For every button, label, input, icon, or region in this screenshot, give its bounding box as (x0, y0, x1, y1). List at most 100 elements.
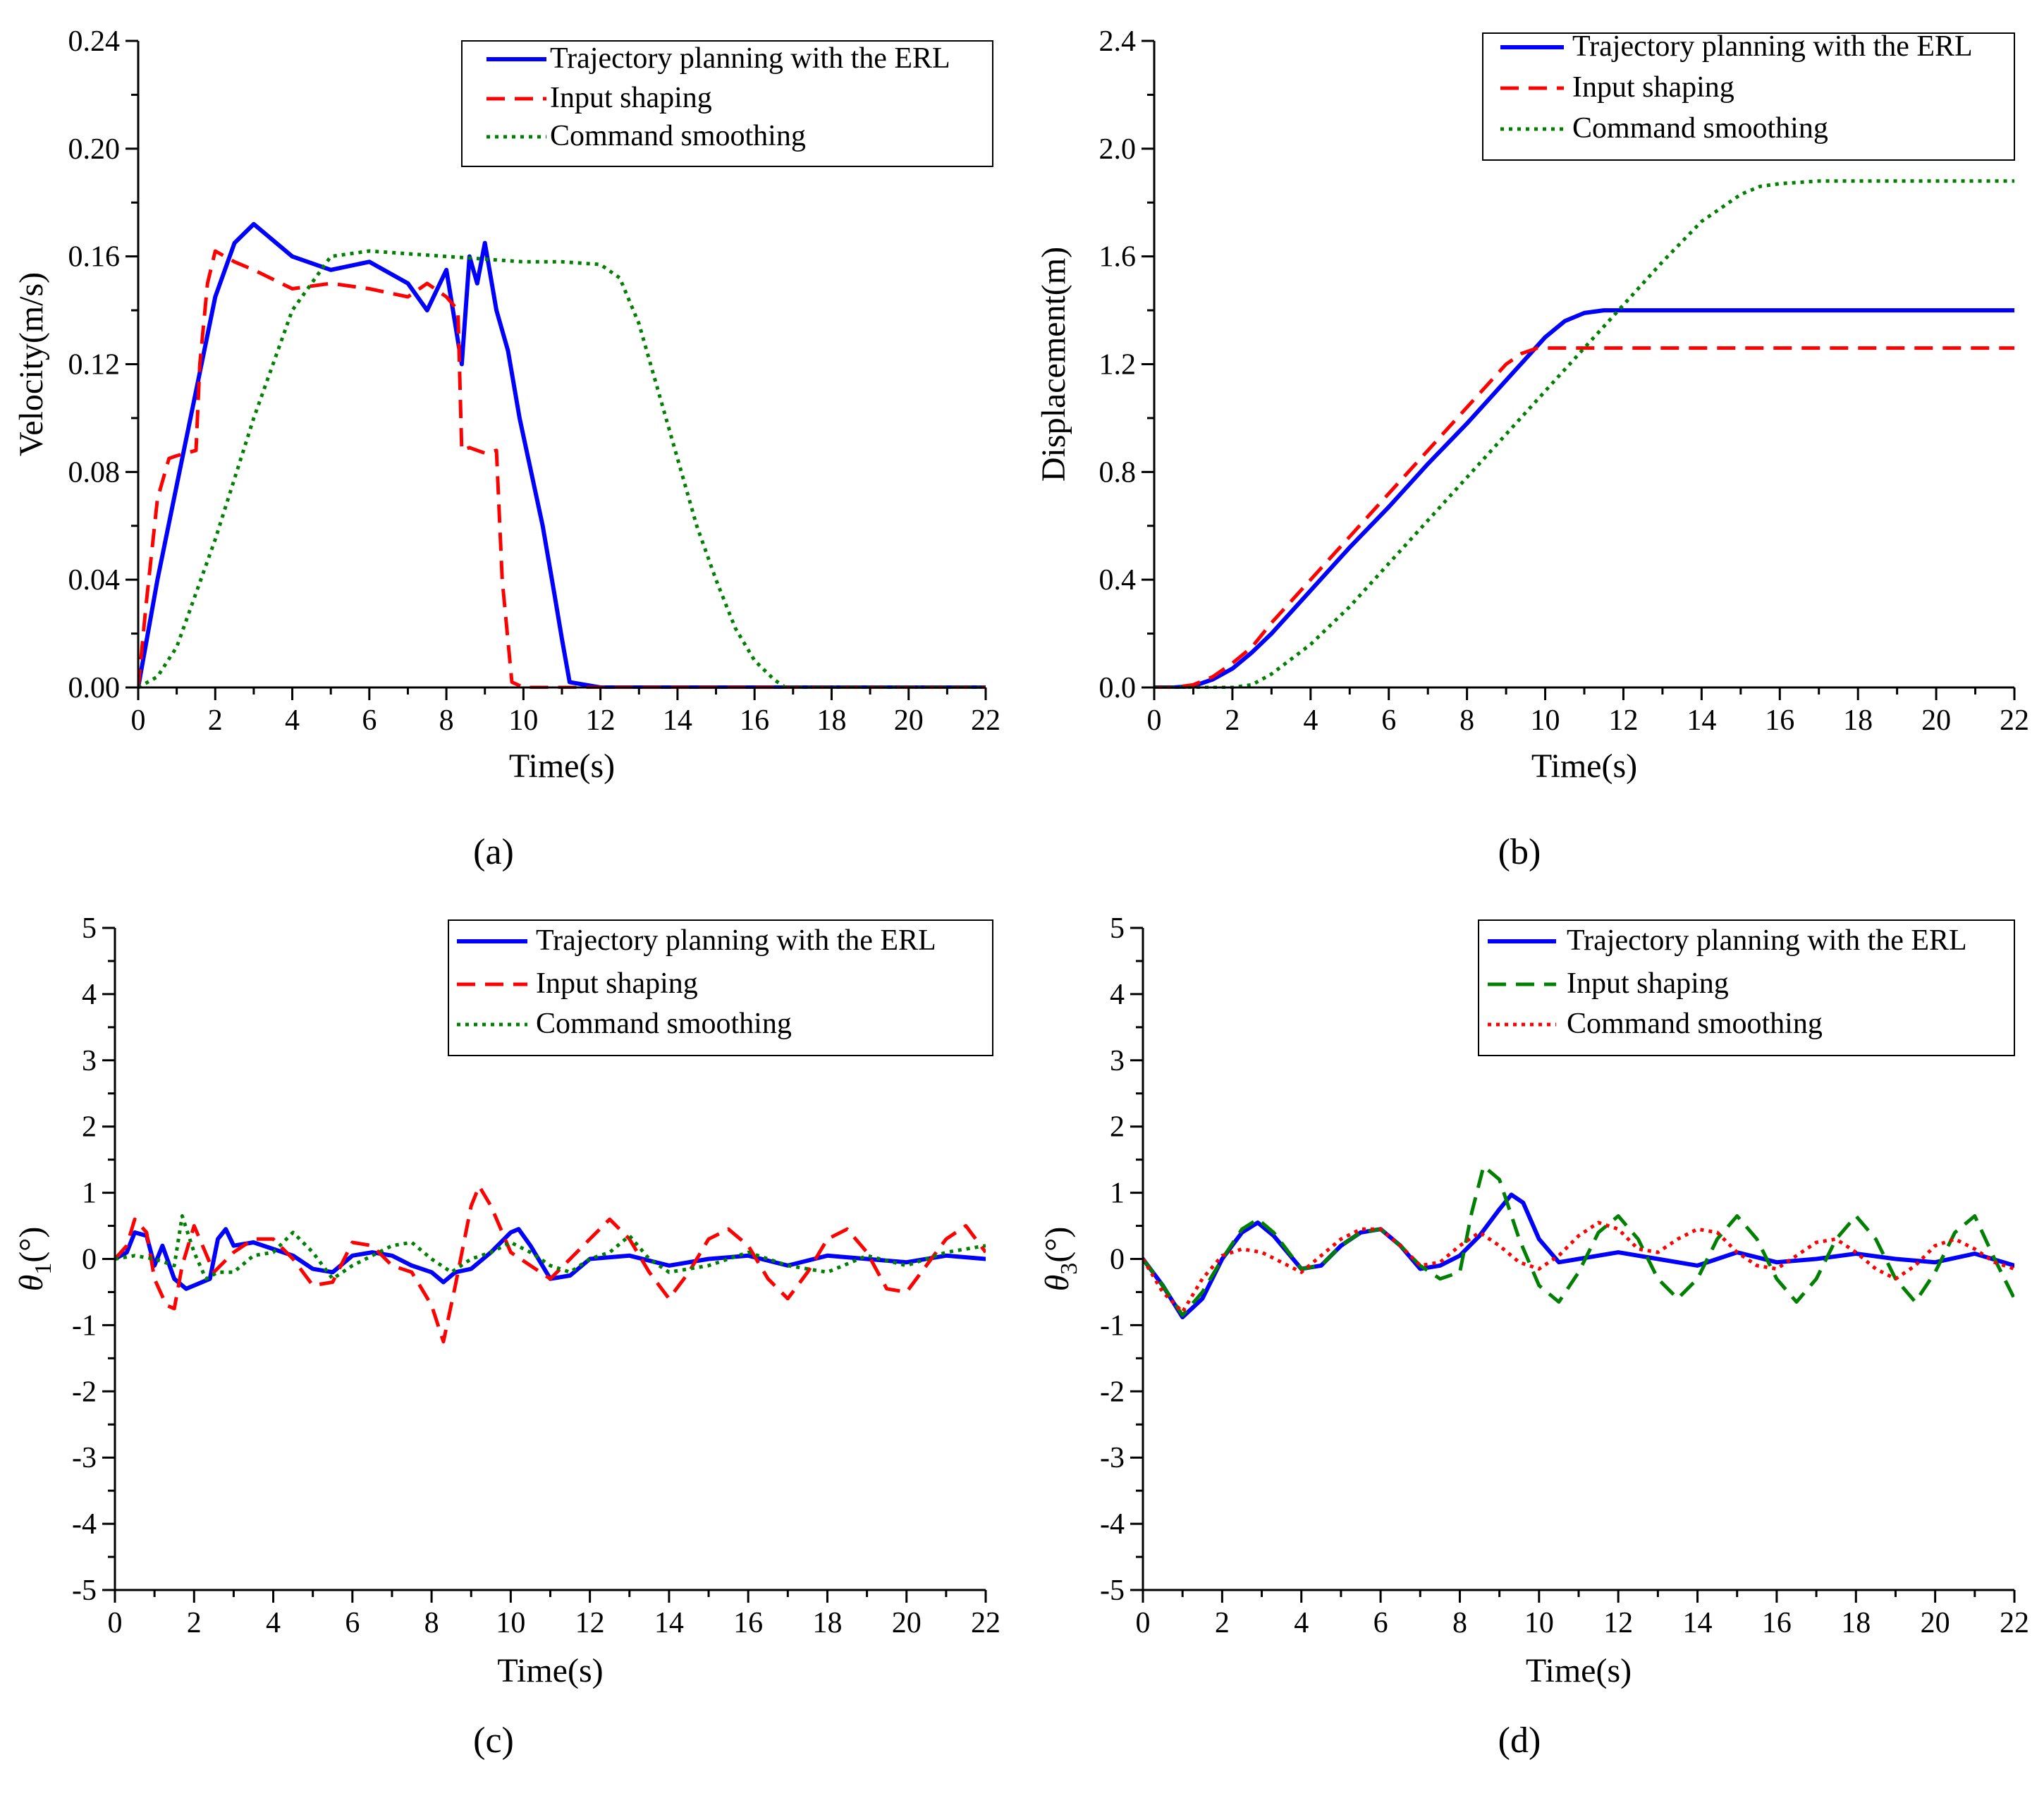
y-axis-unit-d: (°) (1039, 1227, 1076, 1263)
legend-label-b-2: Input shaping (1572, 71, 1734, 104)
x-tick-label-c: 6 (345, 1607, 360, 1639)
y-tick-label-d: -5 (1100, 1574, 1125, 1607)
series-line-a-3 (138, 249, 986, 689)
x-tick-label-b: 6 (1381, 704, 1396, 737)
y-axis-title-c: θ1(°) (13, 1227, 56, 1292)
legend-b: Trajectory planning with the ERL Input sh… (1482, 30, 2015, 161)
y-tick-label-d: 5 (1110, 912, 1125, 945)
x-tick-label-a: 4 (285, 704, 300, 737)
panel-label-a: (a) (473, 832, 514, 872)
x-tick-label-d: 10 (1524, 1607, 1554, 1639)
x-tick-label-c: 2 (187, 1607, 202, 1639)
x-tick-label-c: 12 (575, 1607, 605, 1639)
legend-c: Trajectory planning with the ERL Input sh… (448, 919, 993, 1056)
legend-label-d-2: Input shaping (1567, 967, 1729, 1000)
x-tick-label-d: 6 (1373, 1607, 1388, 1639)
y-tick-label-c: -5 (72, 1574, 97, 1607)
y-tick-label-c: -4 (72, 1508, 97, 1541)
y-tick-label-d: 4 (1110, 979, 1125, 1011)
y-tick-label-c: 4 (82, 979, 97, 1011)
x-tick-label-a: 0 (131, 704, 146, 737)
x-tick-label-d: 22 (2000, 1607, 2029, 1639)
x-tick-label-a: 22 (971, 704, 1000, 737)
x-tick-label-c: 0 (108, 1607, 123, 1639)
x-tick-label-a: 18 (816, 704, 846, 737)
x-tick-label-d: 16 (1762, 1607, 1792, 1639)
y-tick-label-c: -3 (72, 1442, 97, 1474)
y-tick-label-b: 0.8 (1099, 456, 1137, 489)
x-tick-label-b: 22 (2000, 704, 2029, 737)
panel-label-c: (c) (473, 1720, 514, 1761)
y-tick-label-d: -3 (1100, 1442, 1125, 1474)
x-tick-label-a: 12 (586, 704, 616, 737)
y-tick-label-b: 2.4 (1099, 25, 1137, 58)
chart-panel-c: 0 2 4 6 8 10 12 14 16 18 20 22-5-4-3-2-1012345Time(… (13, 912, 1000, 1761)
y-tick-label-b: 2.0 (1099, 133, 1137, 166)
x-axis-title-d: Time(s) (1526, 1652, 1632, 1689)
y-tick-label-b: 1.2 (1099, 349, 1137, 381)
y-tick-label-b: 0.4 (1099, 564, 1137, 597)
x-tick-label-c: 16 (733, 1607, 763, 1639)
x-tick-label-b: 16 (1765, 704, 1794, 737)
legend-label-c-1: Trajectory planning with the ERL (536, 924, 936, 957)
x-tick-label-d: 2 (1215, 1607, 1230, 1639)
y-tick-label-c: -1 (72, 1309, 97, 1342)
x-tick-label-a: 2 (208, 704, 223, 737)
y-tick-label-b: 0.0 (1099, 672, 1137, 704)
y-tick-label-d: 2 (1110, 1111, 1125, 1144)
legend-label-c-3: Command smoothing (536, 1008, 792, 1040)
legend-box-a (461, 40, 993, 167)
series-line-b-2 (1154, 346, 2014, 689)
x-tick-label-c: 20 (892, 1607, 922, 1639)
y-tick-label-a: 0.12 (68, 349, 121, 381)
x-axis-title-b: Time(s) (1531, 747, 1637, 785)
y-tick-label-a: 0.24 (68, 25, 121, 58)
y-tick-label-a: 0.16 (68, 241, 121, 274)
x-tick-label-b: 4 (1303, 704, 1318, 737)
y-tick-label-a: 0.08 (68, 456, 121, 489)
series-line-a-1 (138, 221, 986, 689)
series-line-d-3 (1143, 1221, 2014, 1314)
y-axis-subscript-c: 1 (30, 1263, 56, 1275)
x-tick-label-a: 16 (740, 704, 769, 737)
x-tick-label-b: 8 (1459, 704, 1474, 737)
y-tick-label-c: 3 (82, 1045, 97, 1077)
x-tick-label-c: 18 (812, 1607, 842, 1639)
chart-panel-a: 0 2 4 6 8 10 12 14 16 18 20 22 0.00 0.04 0.08 0.12 0.16 0… (13, 25, 1000, 872)
y-axis-title-b: Displacement(m) (1035, 247, 1072, 482)
x-tick-label-a: 10 (508, 704, 538, 737)
y-tick-label-d: 0 (1110, 1244, 1125, 1276)
x-tick-label-a: 8 (439, 704, 454, 737)
series-line-b-1 (1154, 308, 2014, 689)
x-axis-title-a: Time(s) (509, 747, 615, 785)
x-tick-label-d: 12 (1603, 1607, 1633, 1639)
legend-label-b-1: Trajectory planning with the ERL (1572, 30, 1973, 63)
panel-label-b: (b) (1498, 832, 1541, 872)
x-tick-label-b: 14 (1687, 704, 1716, 737)
y-tick-label-c: -2 (72, 1376, 97, 1408)
x-tick-label-c: 4 (266, 1607, 281, 1639)
x-tick-label-c: 8 (424, 1607, 439, 1639)
series-line-b-3 (1154, 179, 2014, 689)
x-tick-label-b: 10 (1531, 704, 1560, 737)
y-tick-label-d: 1 (1110, 1178, 1125, 1210)
chart-panel-b: 0 2 4 6 8 10 12 14 16 18 20 22 0.0 0.4 0.8 1.2 1.6 2.0 2.4… (1035, 25, 2029, 872)
y-axis-subscript-d: 3 (1056, 1263, 1082, 1275)
y-tick-label-c: 1 (82, 1178, 97, 1210)
legend-label-b-3: Command smoothing (1572, 112, 1828, 145)
y-tick-label-a: 0.00 (68, 672, 121, 704)
x-tick-label-a: 14 (663, 704, 692, 737)
y-tick-label-d: -1 (1100, 1309, 1125, 1342)
x-axis-title-c: Time(s) (497, 1652, 603, 1689)
x-tick-label-c: 22 (971, 1607, 1000, 1639)
series-line-a-2 (138, 249, 986, 689)
y-axis-unit-c: (°) (13, 1227, 50, 1263)
x-tick-label-d: 8 (1452, 1607, 1467, 1639)
legend-label-a-3: Command smoothing (550, 120, 806, 152)
panel-label-d: (d) (1498, 1720, 1541, 1761)
series-line-d-1 (1143, 1192, 2014, 1320)
x-tick-label-b: 20 (1921, 704, 1951, 737)
legend-box-d (1478, 919, 2015, 1056)
legend-d: Trajectory planning with the ERL Input sh… (1478, 919, 2015, 1056)
x-tick-label-b: 0 (1147, 704, 1162, 737)
